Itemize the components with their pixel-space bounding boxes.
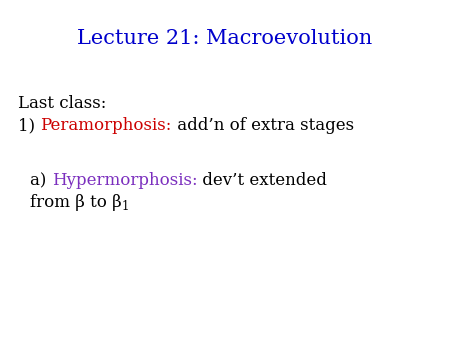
Text: Lecture 21: Macroevolution: Lecture 21: Macroevolution (77, 28, 373, 48)
Text: Last class:: Last class: (18, 95, 106, 112)
Text: Hypermorphosis:: Hypermorphosis: (52, 172, 197, 189)
Text: 1): 1) (18, 117, 40, 134)
Text: Peramorphosis:: Peramorphosis: (40, 117, 172, 134)
Text: add’n of extra stages: add’n of extra stages (172, 117, 354, 134)
Text: dev’t extended: dev’t extended (197, 172, 327, 189)
Text: 1: 1 (122, 200, 129, 213)
Text: from β to β: from β to β (30, 194, 122, 211)
Text: a): a) (30, 172, 52, 189)
